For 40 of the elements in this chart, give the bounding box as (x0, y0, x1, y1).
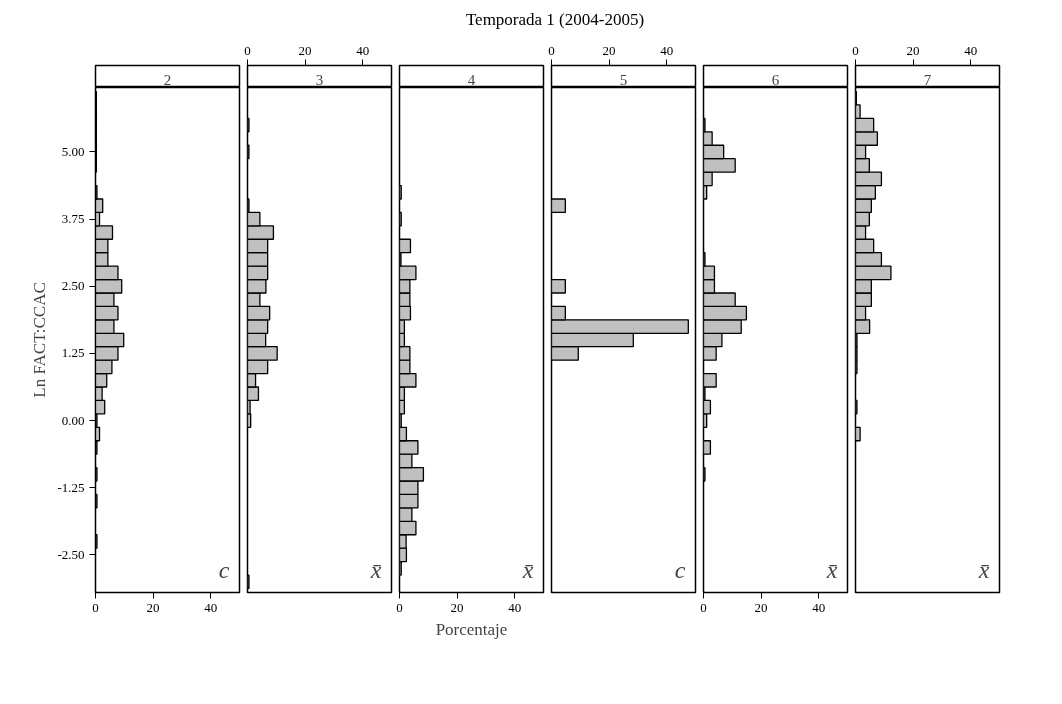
annotation: x̄ (825, 556, 838, 583)
chart-subtitle: 6 (771, 71, 780, 88)
x-tick-label: 0 (548, 42, 555, 58)
y-tick-label: -2.50 (57, 546, 85, 562)
x-tick-label: 20 (146, 599, 160, 615)
y-tick-label: 3.75 (61, 211, 85, 227)
annotation: c (674, 556, 686, 583)
x-tick-label: 20 (450, 599, 464, 615)
x-tick-label: 0 (396, 599, 403, 615)
x-tick-label: 40 (660, 42, 674, 58)
annotation: c (218, 556, 230, 583)
annotation: x̄ (977, 556, 990, 583)
annotation: x̄ (521, 556, 534, 583)
x-tick-label: 0 (92, 599, 99, 615)
y-axis-title: Ln FACT:CCAC (30, 282, 50, 398)
x-tick-label: 40 (964, 42, 978, 58)
chart-title: Temporada 1 (2004-2005) (465, 9, 645, 31)
chart-subtitle: 3 (315, 71, 324, 88)
x-axis-title: Porcentaje (435, 619, 508, 639)
x-tick-label: 20 (602, 42, 616, 58)
x-tick-label: 40 (812, 599, 826, 615)
x-tick-label: 40 (204, 599, 218, 615)
chart-subtitle: 7 (923, 71, 932, 88)
x-tick-label: 40 (508, 599, 522, 615)
chart-subtitle: 5 (619, 71, 628, 88)
x-tick-label: 40 (356, 42, 370, 58)
x-tick-label: 0 (244, 42, 251, 58)
x-tick-label: 20 (906, 42, 920, 58)
x-tick-label: 0 (700, 599, 707, 615)
annotation: x̄ (369, 556, 382, 583)
chart-subtitle: 2 (163, 71, 172, 88)
x-tick-label: 20 (298, 42, 312, 58)
y-tick-label: -1.25 (57, 479, 85, 495)
x-tick-label: 0 (852, 42, 859, 58)
y-tick-label: 0.00 (61, 412, 85, 428)
y-tick-label: 1.25 (61, 345, 85, 361)
chart-subtitle: 4 (467, 71, 476, 88)
y-tick-label: 5.00 (61, 143, 85, 159)
x-tick-label: 20 (754, 599, 768, 615)
y-tick-label: 2.50 (61, 278, 85, 294)
